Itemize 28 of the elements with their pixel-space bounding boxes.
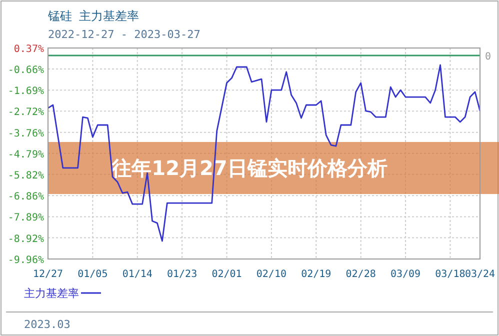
- y-tick-label: -9.96%: [8, 255, 44, 266]
- y-tick-label: -1.69%: [8, 86, 44, 98]
- chart-subtitle: 2022-12-27 - 2023-03-27: [48, 28, 200, 41]
- x-tick-label: 01/05: [78, 269, 108, 280]
- x-tick-label: 03/09: [390, 269, 421, 280]
- x-tick-label: 01/23: [167, 269, 198, 280]
- y-tick-label: -2.72%: [8, 107, 44, 118]
- y-tick-label: -7.89%: [8, 212, 44, 224]
- line-series: [47, 64, 481, 242]
- x-tick-label: 12/27: [32, 269, 64, 280]
- y-tick-label: -3.76%: [8, 128, 44, 140]
- text: 2023.03: [24, 318, 70, 331]
- x-tick-label: 02/28: [346, 269, 376, 280]
- x-tick-label: 02/01: [212, 269, 242, 280]
- y-tick-label: -8.92%: [8, 234, 44, 245]
- x-tick-label: 02/19: [301, 269, 332, 280]
- ref-line-label: 0: [485, 52, 492, 63]
- chart-title: 锰硅 主力基差率: [47, 9, 140, 23]
- y-tick-label: -6.86%: [8, 192, 44, 203]
- x-tick-label: 03/18: [435, 269, 466, 280]
- y-tick-label: -0.66%: [8, 65, 44, 76]
- x-tick-label: 01/14: [122, 269, 152, 280]
- legend-label: 主力基差率: [24, 287, 79, 300]
- y-tick-label: -4.79%: [8, 149, 44, 160]
- y-tick-label: 0.37%: [14, 44, 44, 55]
- x-tick-label: 02/10: [256, 269, 287, 280]
- x-tick-label: 03/24: [464, 269, 496, 280]
- y-tick-label: -5.82%: [8, 170, 44, 182]
